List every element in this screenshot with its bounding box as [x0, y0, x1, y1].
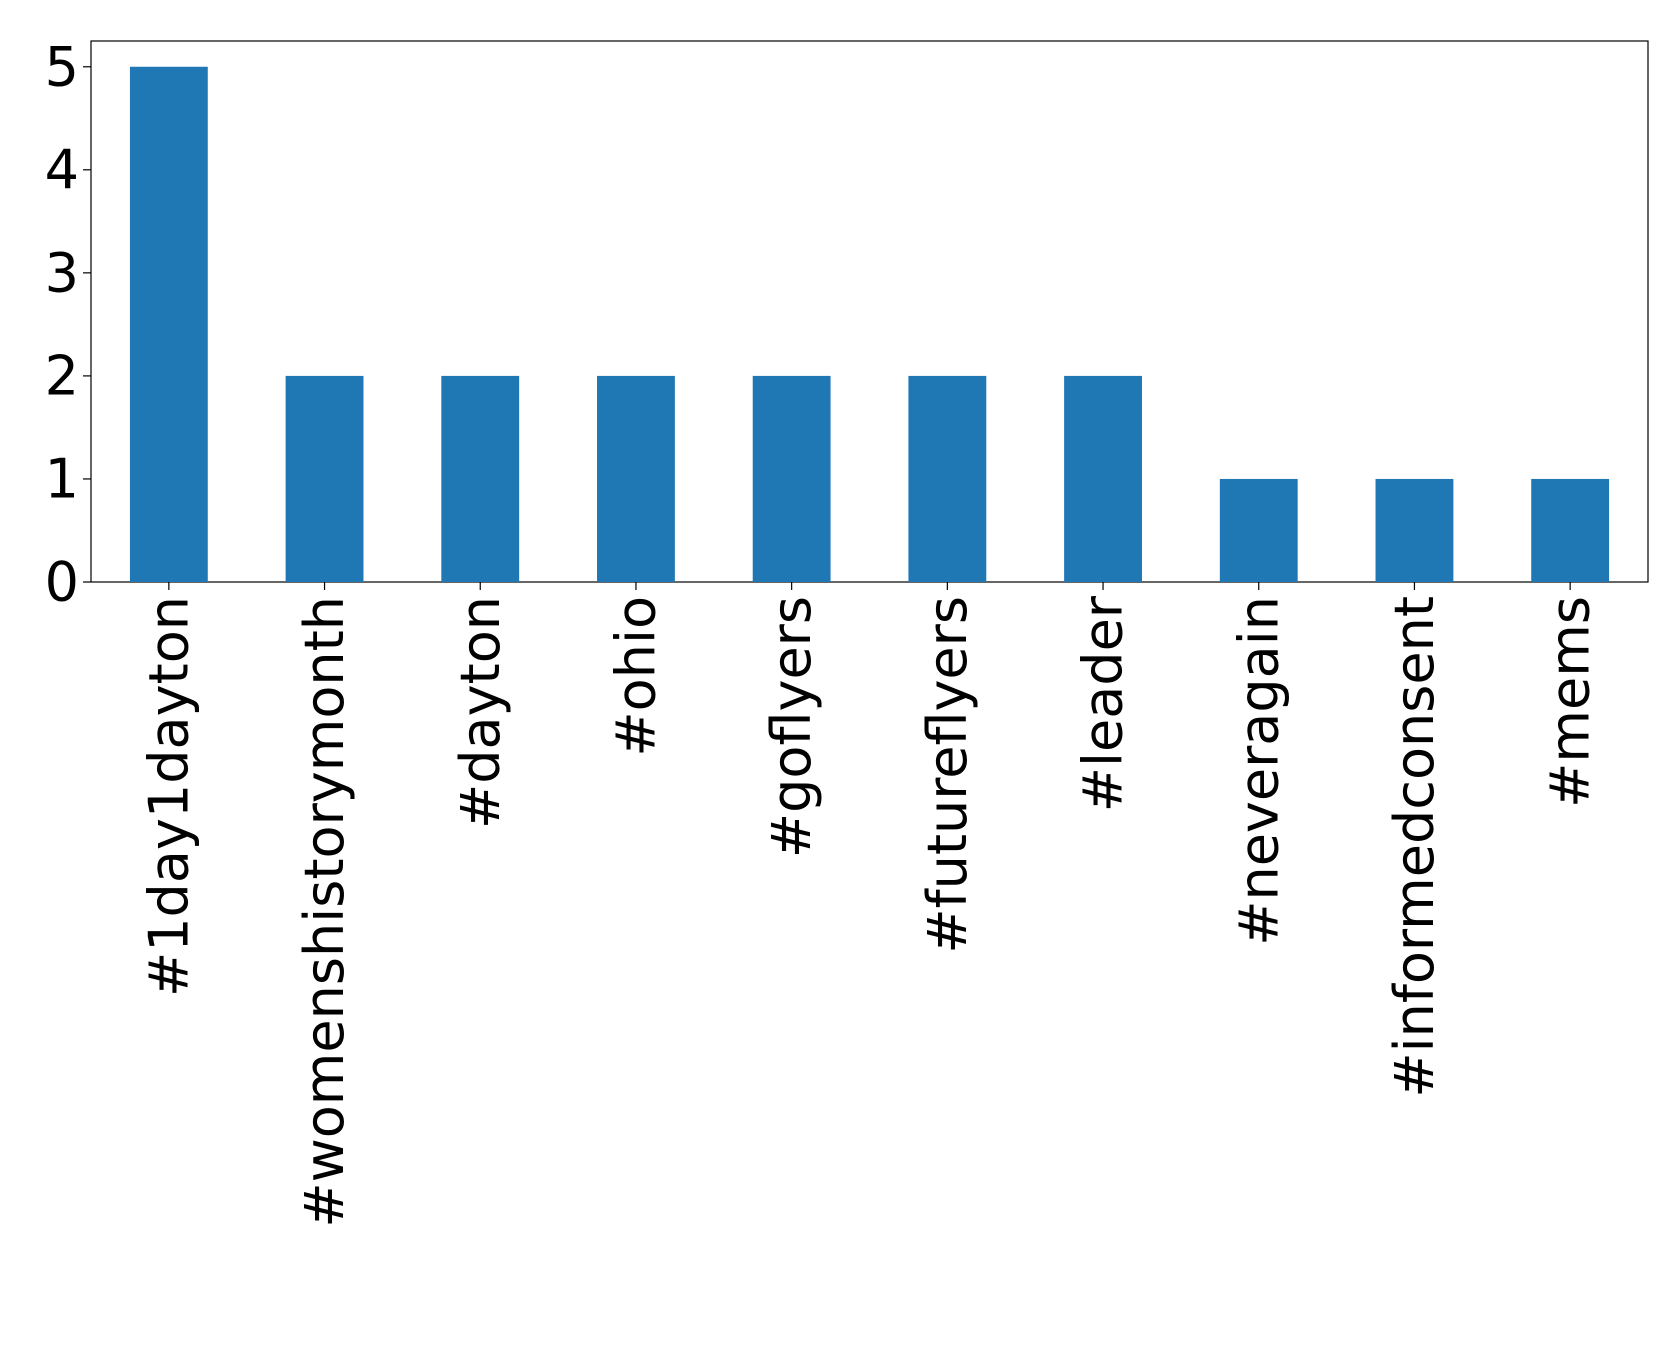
y-tick-label: 0	[45, 551, 79, 614]
bar	[1375, 478, 1454, 582]
bar	[441, 375, 520, 582]
y-tick-label: 3	[45, 241, 79, 304]
bar	[597, 375, 675, 582]
x-tick-label: #goflyers	[760, 596, 823, 858]
bar	[1531, 478, 1610, 582]
x-tick-label: #leader	[1072, 595, 1135, 812]
x-tick-label: #womenshistorymonth	[293, 596, 356, 1228]
bar	[752, 375, 831, 582]
y-tick-label: 2	[45, 344, 79, 407]
y-tick-label: 1	[45, 447, 79, 510]
plot-frame	[90, 40, 1649, 583]
bar	[129, 66, 208, 582]
bar	[1064, 375, 1142, 582]
x-tick-label: #ohio	[604, 596, 667, 757]
x-tick-label: #futureflyers	[916, 596, 979, 954]
bar	[908, 375, 987, 582]
x-tick-label: #neveragain	[1227, 596, 1290, 946]
y-tick-label: 4	[45, 138, 79, 201]
bar	[285, 375, 364, 582]
x-tick-label: #1day1dayton	[137, 596, 200, 997]
bar	[1219, 478, 1298, 582]
x-tick-label: #informedconsent	[1383, 596, 1446, 1098]
x-tick-label: #dayton	[449, 596, 512, 829]
y-tick-label: 5	[45, 35, 79, 98]
x-tick-label: #mems	[1539, 596, 1602, 808]
